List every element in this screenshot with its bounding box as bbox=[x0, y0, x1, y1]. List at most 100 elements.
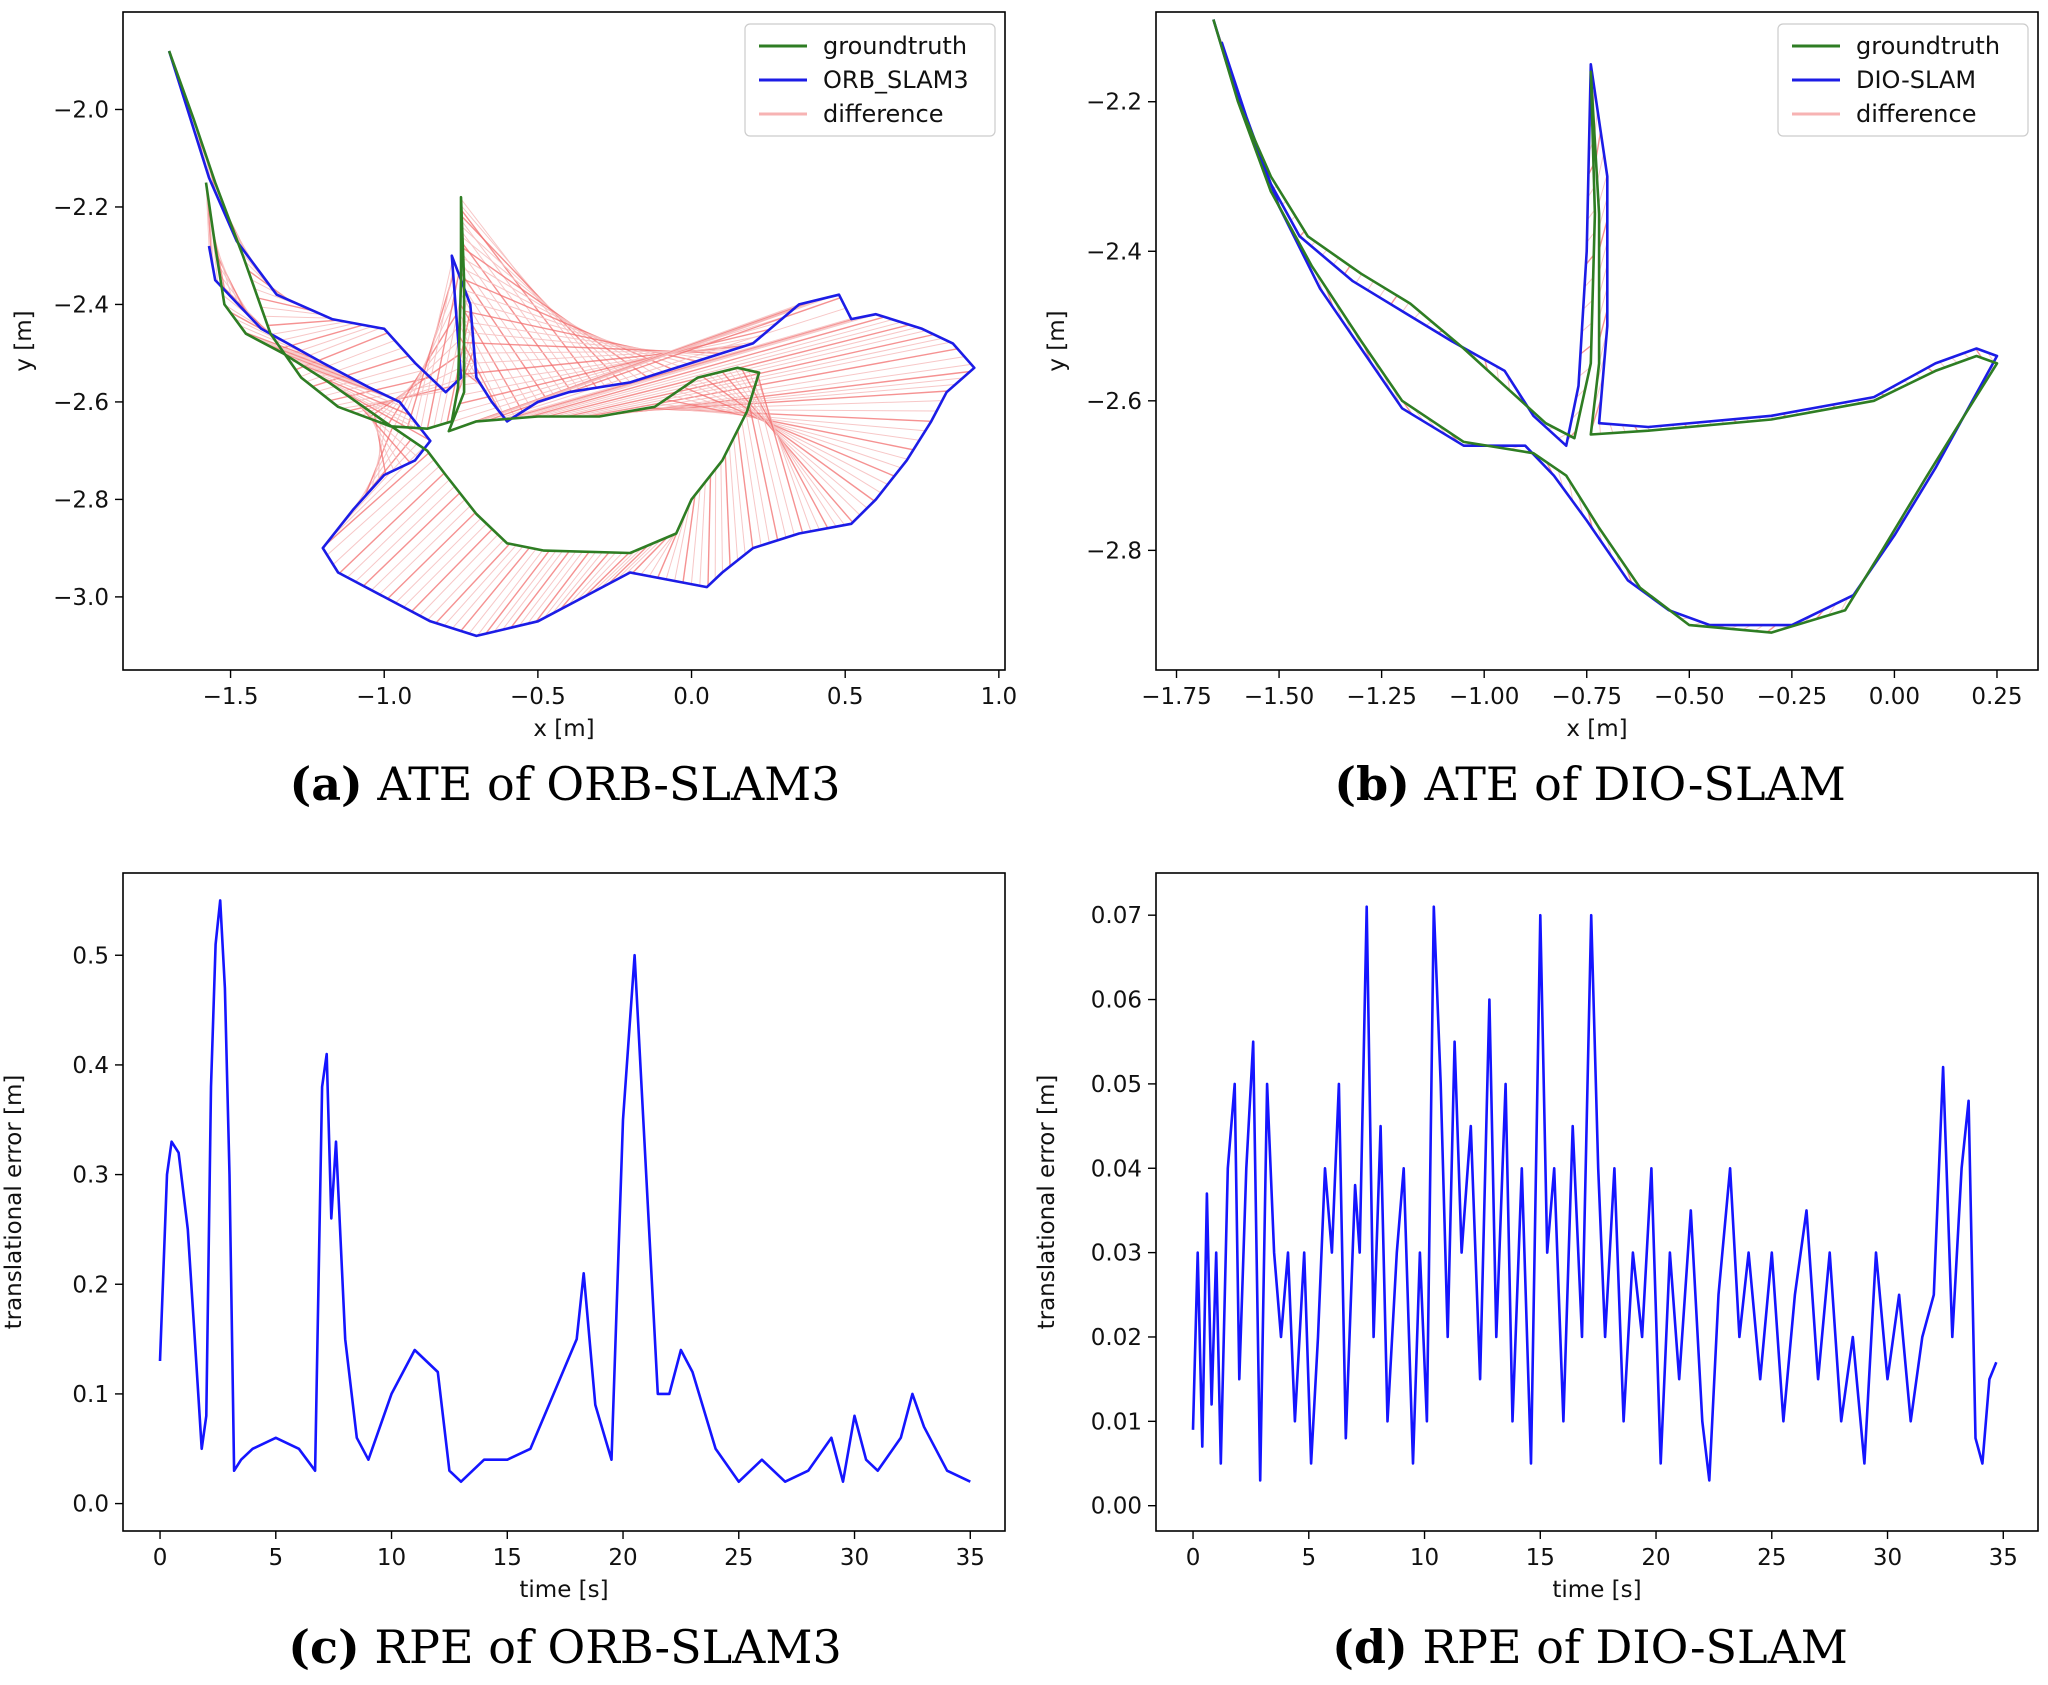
difference-line bbox=[677, 390, 902, 469]
x-tick-label: −1.0 bbox=[356, 684, 412, 710]
difference-line bbox=[543, 551, 597, 619]
difference-line bbox=[754, 385, 795, 536]
difference-line bbox=[1568, 480, 1574, 502]
difference-line bbox=[355, 401, 411, 464]
difference-line bbox=[690, 488, 701, 585]
x-tick-label: 15 bbox=[1526, 1545, 1555, 1571]
difference-line bbox=[426, 273, 460, 429]
x-tick-label: 25 bbox=[724, 1545, 753, 1571]
y-tick-label: 0.0 bbox=[72, 1492, 109, 1518]
difference-line bbox=[631, 536, 668, 574]
chart-d: 0 5 10 15 20 25 30 35 0.00 0.01 0.02 0.03 0.04 0.05 0.… bbox=[1034, 872, 2039, 1674]
difference-line bbox=[276, 349, 356, 381]
difference-line bbox=[1402, 302, 1410, 312]
y-axis-label: y [m] bbox=[11, 310, 37, 371]
difference-line bbox=[267, 319, 339, 327]
difference-line bbox=[553, 326, 918, 417]
axes-frame bbox=[122, 11, 1006, 671]
difference-line bbox=[251, 336, 324, 364]
groundtruth-trajectory-line bbox=[167, 50, 761, 555]
x-tick-label: −0.50 bbox=[1654, 684, 1724, 710]
y-tick-label: 0.4 bbox=[72, 1053, 109, 1079]
difference-line bbox=[463, 335, 763, 396]
caption-label: (c) bbox=[288, 1620, 360, 1674]
estimate-trajectory-line bbox=[167, 50, 976, 638]
difference-line bbox=[708, 374, 868, 509]
difference-line bbox=[527, 551, 583, 625]
difference-line bbox=[477, 549, 543, 636]
caption-text: ATE of ORB-SLAM3 bbox=[363, 757, 841, 811]
legend-label: groundtruth bbox=[1856, 32, 2000, 60]
rpe-series-line bbox=[158, 899, 971, 1483]
caption-label: (d) bbox=[1332, 1620, 1408, 1674]
difference-line bbox=[452, 546, 524, 629]
difference-line bbox=[1578, 367, 1591, 377]
difference-line bbox=[364, 426, 394, 497]
y-tick-label: −2.4 bbox=[53, 292, 109, 318]
plot-area bbox=[1191, 905, 1998, 1482]
difference-line bbox=[510, 550, 570, 629]
x-tick-label: 35 bbox=[1989, 1545, 2018, 1571]
y-tick-label: 0.07 bbox=[1091, 903, 1142, 929]
x-tick-label: 30 bbox=[840, 1545, 869, 1571]
difference-line bbox=[599, 547, 643, 589]
difference-line bbox=[748, 403, 779, 541]
x-tick-label: 30 bbox=[1873, 1545, 1902, 1571]
x-tick-label: −1.00 bbox=[1449, 684, 1519, 710]
caption-text: ATE of DIO-SLAM bbox=[1410, 757, 1846, 811]
y-tick-label: 0.5 bbox=[72, 943, 109, 969]
difference-line bbox=[307, 368, 397, 401]
y-tick-label: 0.04 bbox=[1091, 1156, 1142, 1182]
y-tick-label: 0.01 bbox=[1091, 1409, 1142, 1435]
y-axis-label: y [m] bbox=[1044, 310, 1070, 371]
difference-line bbox=[355, 485, 455, 583]
difference-line bbox=[457, 362, 476, 389]
difference-line bbox=[443, 544, 517, 627]
difference-line bbox=[263, 342, 340, 373]
difference-line bbox=[507, 316, 860, 420]
legend-label: groundtruth bbox=[823, 32, 967, 60]
difference-line bbox=[518, 551, 577, 627]
difference-line bbox=[689, 382, 888, 485]
x-axis-label: x [m] bbox=[533, 716, 594, 742]
difference-line bbox=[624, 539, 662, 576]
difference-line bbox=[740, 368, 829, 529]
y-tick-label: −2.8 bbox=[1086, 538, 1142, 564]
difference-line bbox=[721, 371, 854, 523]
difference-line bbox=[379, 505, 471, 595]
difference-line bbox=[626, 390, 948, 413]
difference-line bbox=[395, 517, 482, 604]
x-tick-label: 5 bbox=[268, 1545, 283, 1571]
difference-line bbox=[540, 321, 902, 417]
difference-line bbox=[1343, 265, 1351, 275]
difference-line bbox=[349, 397, 418, 458]
y-tick-label: 0.05 bbox=[1091, 1072, 1142, 1098]
chart-a: −1.5 −1.0 −0.5 0.0 0.5 1.0 −2.0 −2.2 −2.4 −2.6 −2.… bbox=[11, 11, 1017, 811]
difference-line bbox=[1598, 219, 1608, 251]
difference-line bbox=[682, 495, 696, 583]
difference-line bbox=[357, 431, 400, 505]
difference-line bbox=[533, 319, 893, 418]
x-tick-label: 10 bbox=[377, 1545, 406, 1571]
x-axis-label: x [m] bbox=[1566, 716, 1627, 742]
difference-line bbox=[502, 550, 563, 631]
difference-line bbox=[559, 551, 610, 610]
plot-area bbox=[1212, 19, 1999, 634]
difference-line bbox=[1840, 597, 1849, 612]
y-tick-label: 0.00 bbox=[1091, 1494, 1142, 1520]
difference-line bbox=[326, 459, 435, 556]
difference-line bbox=[459, 328, 770, 405]
difference-line bbox=[567, 552, 616, 606]
chart-b: −1.75 −1.50 −1.25 −1.00 −0.75 −0.50 −0.25 0.00 0… bbox=[1044, 11, 2039, 811]
y-tick-label: 0.2 bbox=[72, 1272, 109, 1298]
x-tick-label: 0.00 bbox=[1869, 684, 1920, 710]
y-tick-label: 0.3 bbox=[72, 1163, 109, 1189]
figure-caption: (c) RPE of ORB-SLAM3 bbox=[288, 1620, 842, 1674]
y-tick-label: −2.4 bbox=[1086, 239, 1142, 265]
rpe-series-line bbox=[1191, 905, 1998, 1482]
difference-line bbox=[707, 475, 712, 587]
caption-label: (a) bbox=[289, 757, 362, 811]
difference-line bbox=[616, 542, 655, 581]
difference-line bbox=[648, 527, 680, 577]
